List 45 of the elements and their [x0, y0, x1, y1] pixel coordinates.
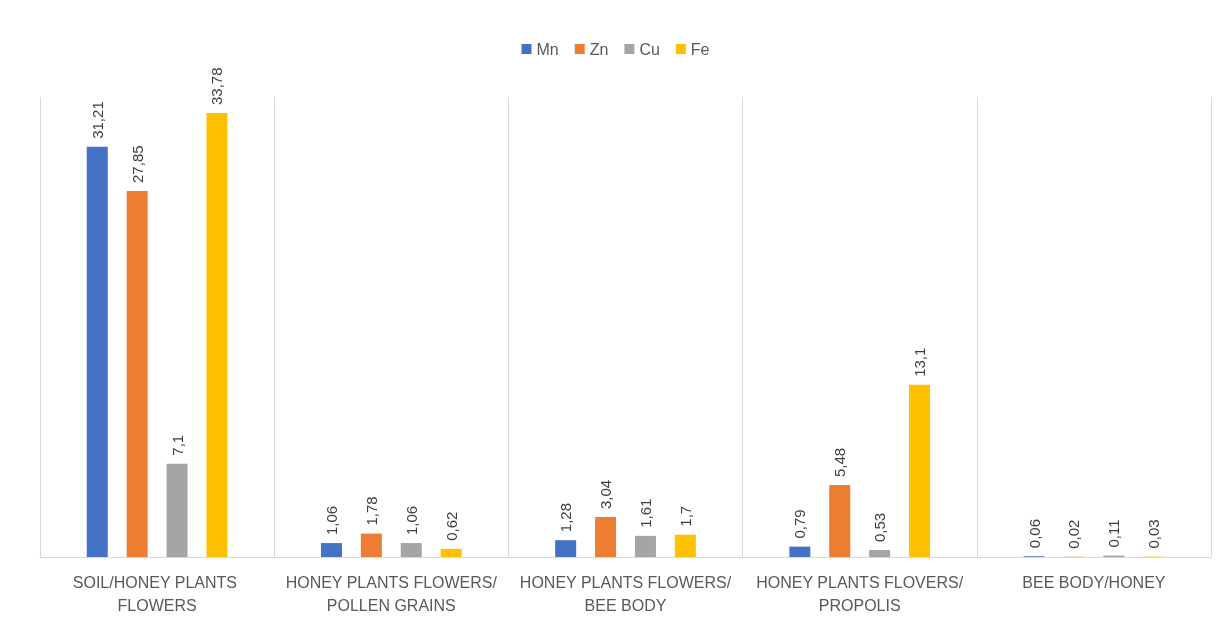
data-label: 0,06 [1025, 519, 1043, 549]
bar [400, 543, 422, 557]
bar [674, 534, 696, 557]
legend-label: Cu [639, 40, 660, 58]
data-label: 31,21 [88, 101, 106, 139]
data-label: 0,11 [1105, 519, 1123, 548]
data-label: 0,03 [1145, 519, 1163, 549]
bar [909, 384, 931, 557]
bar [595, 517, 617, 557]
data-label: 13,1 [911, 347, 929, 377]
legend-label: Mn [536, 40, 559, 58]
bar [440, 548, 462, 557]
bar [86, 146, 108, 557]
data-label: 27,85 [128, 145, 146, 183]
data-label: 1,78 [362, 496, 380, 526]
data-label: 0,53 [871, 512, 889, 543]
bar [206, 113, 228, 557]
data-label: 1,28 [557, 502, 575, 533]
data-label: 5,48 [831, 447, 849, 477]
data-label: 1,06 [402, 505, 420, 536]
bar [829, 484, 851, 557]
bar [634, 535, 656, 557]
bar [166, 463, 188, 557]
data-label: 0,02 [1065, 519, 1083, 549]
bar [320, 543, 342, 557]
bar [789, 546, 811, 557]
x-tick-label: SOIL/HONEY PLANTS FLOWERS [72, 574, 242, 614]
x-tick-label: BEE BODY/HONEY [1022, 574, 1166, 591]
legend-label: Fe [690, 40, 710, 58]
data-label: 1,06 [322, 505, 340, 536]
data-label: 0,62 [442, 511, 460, 541]
bar [126, 190, 148, 557]
x-tick-label: HONEY PLANTS FLOWERS/BEE BODY [519, 574, 732, 614]
data-label: 1,7 [676, 505, 694, 527]
data-label: 0,79 [791, 509, 809, 539]
bar [360, 533, 382, 557]
data-label: 7,1 [168, 434, 186, 456]
data-label: 3,04 [597, 479, 615, 510]
x-tick-label: HONEY PLANTS FLOWERS/POLLEN GRAINS [285, 574, 498, 614]
x-tick-label: HONEY PLANTS FLOVERS/PROPOLIS [756, 574, 964, 614]
bar [555, 540, 577, 557]
legend-label: Zn [589, 40, 609, 58]
bar [869, 550, 891, 557]
data-label: 1,61 [636, 498, 654, 528]
data-label: 33,78 [208, 67, 226, 106]
